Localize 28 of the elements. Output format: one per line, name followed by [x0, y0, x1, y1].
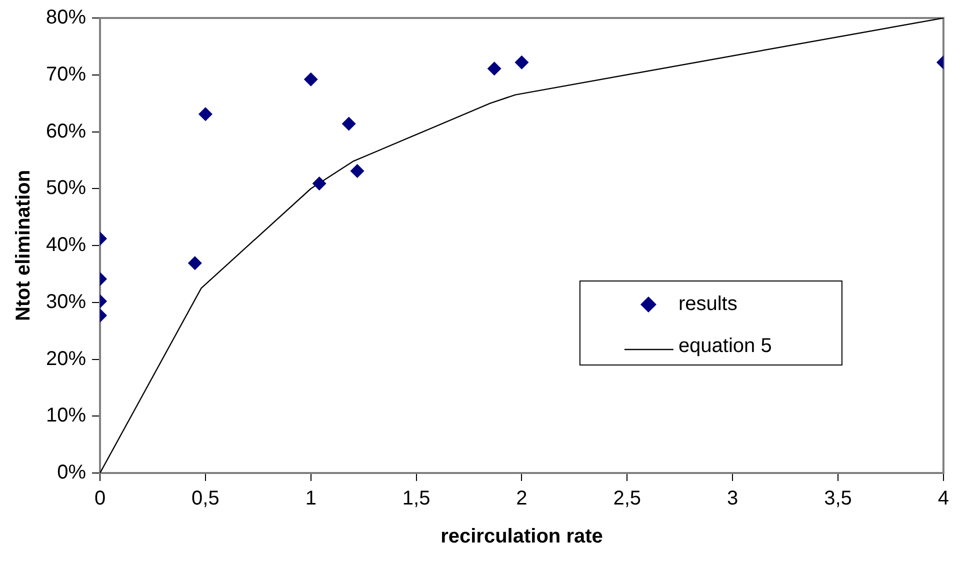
y-tick-label: 70% [46, 63, 86, 86]
y-tick-label: 10% [46, 404, 86, 427]
point [350, 164, 364, 178]
x-tick-label: 0,5 [192, 488, 220, 510]
x-axis-title: recirculation rate [440, 526, 603, 548]
y-tick-label: 60% [46, 120, 86, 142]
x-tick-label: 0 [94, 488, 106, 510]
x-tick-label: 1 [305, 488, 316, 510]
y-tick-label: 30% [46, 290, 86, 313]
point [312, 176, 326, 191]
x-tick-label: 3,5 [824, 488, 852, 510]
point [342, 116, 356, 131]
x-tick-label: 4 [938, 488, 949, 510]
legend-label: equation 5 [678, 335, 772, 358]
y-tick-label: 80% [46, 6, 86, 29]
y-tick-label: 20% [46, 348, 86, 370]
y-tick-label: 50% [46, 177, 86, 200]
legend-label: results [678, 293, 738, 316]
point [514, 55, 529, 70]
y-tick-label: 40% [46, 234, 86, 256]
x-tick-label: 1,5 [402, 488, 430, 510]
x-tick-label: 2,5 [613, 488, 642, 510]
point [304, 72, 318, 86]
x-tick-label: 2 [516, 488, 528, 510]
x-tick-label: 3 [727, 488, 738, 510]
y-tick-label: 0% [57, 462, 86, 484]
y-axis-title: Ntot elimination [12, 170, 35, 322]
point [487, 62, 502, 76]
